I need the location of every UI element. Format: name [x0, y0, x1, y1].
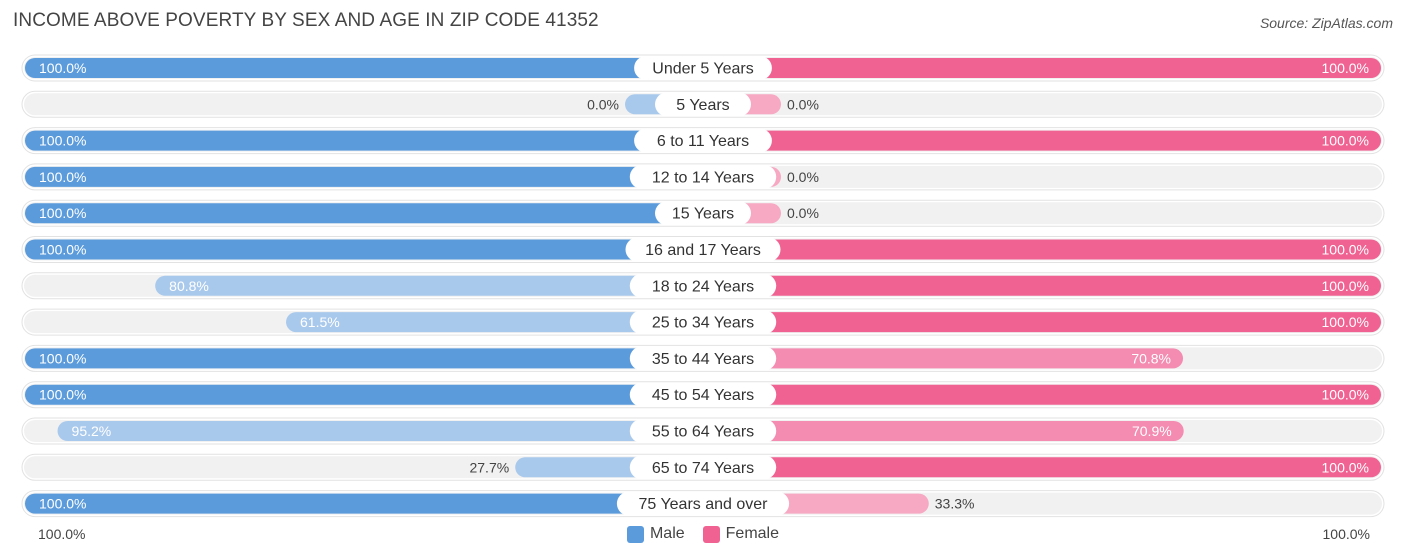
diverging-bar-chart: 100.0% 100.0% Under 5 Years 0.0% 0.0% 5 Years… [21, 54, 1385, 518]
male-value-label: 100.0% [39, 60, 86, 76]
male-value-label: 100.0% [39, 387, 86, 403]
male-bar [57, 421, 703, 441]
category-pill [629, 346, 777, 371]
category-pill [655, 92, 751, 117]
male-bar [25, 493, 703, 514]
female-bar [703, 130, 1381, 151]
category-label: 5 Years [676, 97, 729, 114]
male-bar [25, 348, 703, 369]
legend: Male Female [0, 524, 1406, 544]
female-bar [703, 348, 1184, 369]
male-value-label: 100.0% [39, 133, 86, 149]
legend-item-male[interactable]: Male [626, 525, 685, 543]
female-value-label: 0.0% [787, 169, 819, 185]
legend-label-female: Female [725, 525, 780, 542]
category-label: 18 to 24 Years [652, 278, 754, 295]
female-value-label: 70.9% [1132, 423, 1172, 439]
category-label: 15 Years [672, 206, 734, 223]
female-value-label: 0.0% [787, 205, 819, 221]
axis-left-label: 100.0% [38, 526, 86, 542]
axis-right-label: 100.0% [1322, 526, 1370, 542]
male-value-label: 80.8% [169, 278, 209, 294]
category-pill [629, 382, 777, 407]
category-label: 25 to 34 Years [652, 315, 754, 332]
male-value-label: 100.0% [39, 242, 86, 258]
category-label: 45 to 54 Years [652, 387, 754, 404]
category-pill [629, 164, 777, 189]
category-pill [634, 56, 772, 80]
female-value-label: 70.8% [1131, 350, 1171, 366]
category-pill [629, 419, 777, 443]
female-value-label: 0.0% [787, 96, 819, 112]
male-value-label: 100.0% [39, 205, 86, 221]
female-bar [703, 58, 1381, 78]
chart-source: Source: ZipAtlas.com [1259, 15, 1393, 31]
female-bar [703, 312, 1381, 333]
female-value-label: 100.0% [1322, 133, 1369, 149]
female-bar [703, 384, 1381, 405]
female-value-label: 33.3% [935, 496, 975, 512]
male-bar [25, 166, 703, 187]
female-value-label: 100.0% [1322, 459, 1369, 475]
male-value-label: 27.7% [469, 459, 509, 475]
category-label: 12 to 14 Years [652, 169, 754, 186]
female-bar [703, 275, 1381, 296]
female-bar [703, 457, 1381, 478]
female-value-label: 100.0% [1322, 387, 1369, 403]
female-value-label: 100.0% [1322, 278, 1369, 294]
category-pill [655, 201, 751, 226]
female-swatch [702, 525, 720, 543]
male-bar [25, 239, 703, 260]
female-value-label: 100.0% [1322, 314, 1369, 330]
category-pill [629, 455, 777, 480]
category-pill [634, 128, 772, 153]
male-bar [25, 58, 703, 78]
category-label: 6 to 11 Years [657, 133, 749, 150]
category-label: 16 and 17 Years [645, 242, 761, 259]
male-value-label: 100.0% [39, 169, 86, 185]
male-value-label: 61.5% [300, 314, 340, 330]
chart-title: INCOME ABOVE POVERTY BY SEX AND AGE IN Z… [13, 10, 599, 31]
male-bar [25, 203, 703, 224]
female-bar [703, 421, 1184, 441]
category-pill [616, 491, 790, 516]
male-bar [155, 275, 703, 296]
category-label: 35 to 44 Years [652, 351, 754, 368]
male-bar [286, 312, 703, 333]
category-label: Under 5 Years [652, 61, 753, 78]
male-value-label: 95.2% [72, 423, 112, 439]
male-value-label: 100.0% [39, 496, 86, 512]
category-pill [629, 310, 777, 335]
legend-item-female[interactable]: Female [702, 525, 780, 543]
female-value-label: 100.0% [1322, 60, 1369, 76]
male-bar [25, 384, 703, 405]
male-bar [25, 130, 703, 151]
category-label: 75 Years and over [639, 496, 769, 513]
category-pill [629, 273, 777, 298]
male-value-label: 100.0% [39, 350, 86, 366]
category-pill [625, 237, 781, 262]
legend-label-male: Male [649, 525, 685, 542]
category-label: 55 to 64 Years [652, 424, 754, 441]
male-swatch [626, 525, 644, 543]
category-label: 65 to 74 Years [652, 460, 754, 477]
male-value-label: 0.0% [587, 96, 619, 112]
female-value-label: 100.0% [1322, 242, 1369, 258]
female-bar [703, 239, 1381, 260]
